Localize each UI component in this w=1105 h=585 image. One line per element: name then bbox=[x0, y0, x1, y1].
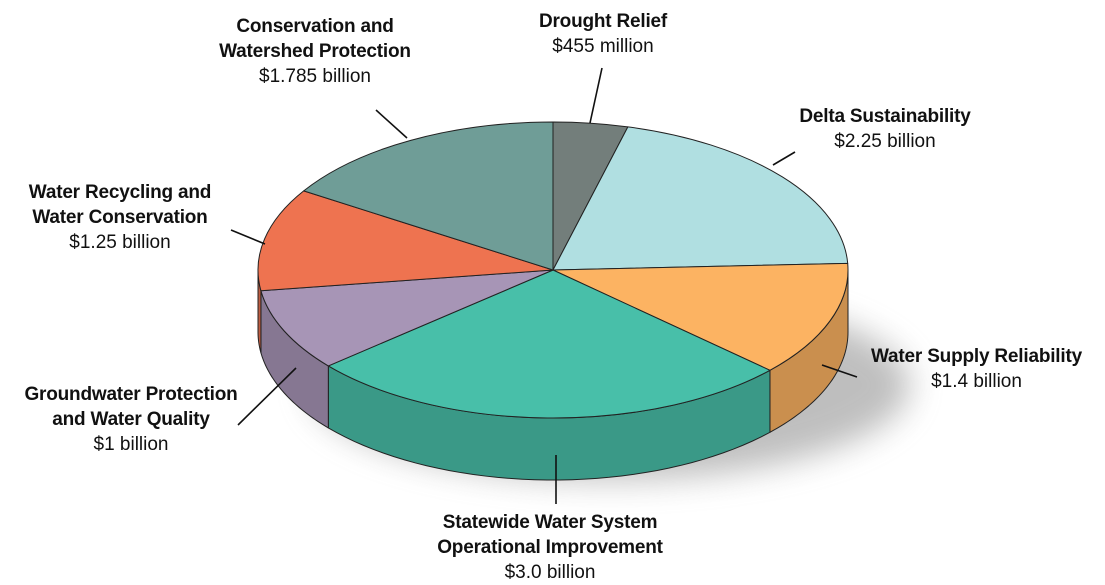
label-water-supply-reliability: Water Supply Reliability $1.4 billion bbox=[871, 346, 1082, 392]
label-delta-sustainability: Delta Sustainability $2.25 billion bbox=[799, 106, 971, 152]
leader-line-supply bbox=[821, 364, 858, 378]
pie-slice-statewide bbox=[327, 269, 771, 419]
label-statewide-water-system: Statewide Water System Operational Impro… bbox=[437, 512, 663, 583]
pie-slice-groundwater bbox=[260, 269, 554, 367]
label-groundwater-protection: Groundwater Protection and Water Quality… bbox=[24, 384, 238, 455]
label-conservation-watershed: Conservation and Watershed Protection $1… bbox=[219, 16, 411, 87]
pie-slice-recycling bbox=[257, 190, 554, 292]
leader-line-groundwater bbox=[237, 367, 297, 426]
leader-line-recycling bbox=[230, 229, 266, 245]
pie-slice-delta bbox=[552, 126, 849, 271]
leader-line-conservation bbox=[375, 109, 408, 139]
label-water-recycling: Water Recycling and Water Conservation $… bbox=[28, 182, 212, 253]
label-drought-relief: Drought Relief $455 million bbox=[538, 11, 668, 57]
leader-line-delta bbox=[772, 151, 796, 166]
pie-slices bbox=[257, 121, 849, 419]
pie-sides bbox=[257, 269, 849, 481]
pie-slice-supply bbox=[552, 262, 849, 371]
leader-lines bbox=[230, 67, 858, 504]
pie-slice-conservation bbox=[303, 121, 554, 271]
leader-line-drought bbox=[589, 67, 603, 124]
